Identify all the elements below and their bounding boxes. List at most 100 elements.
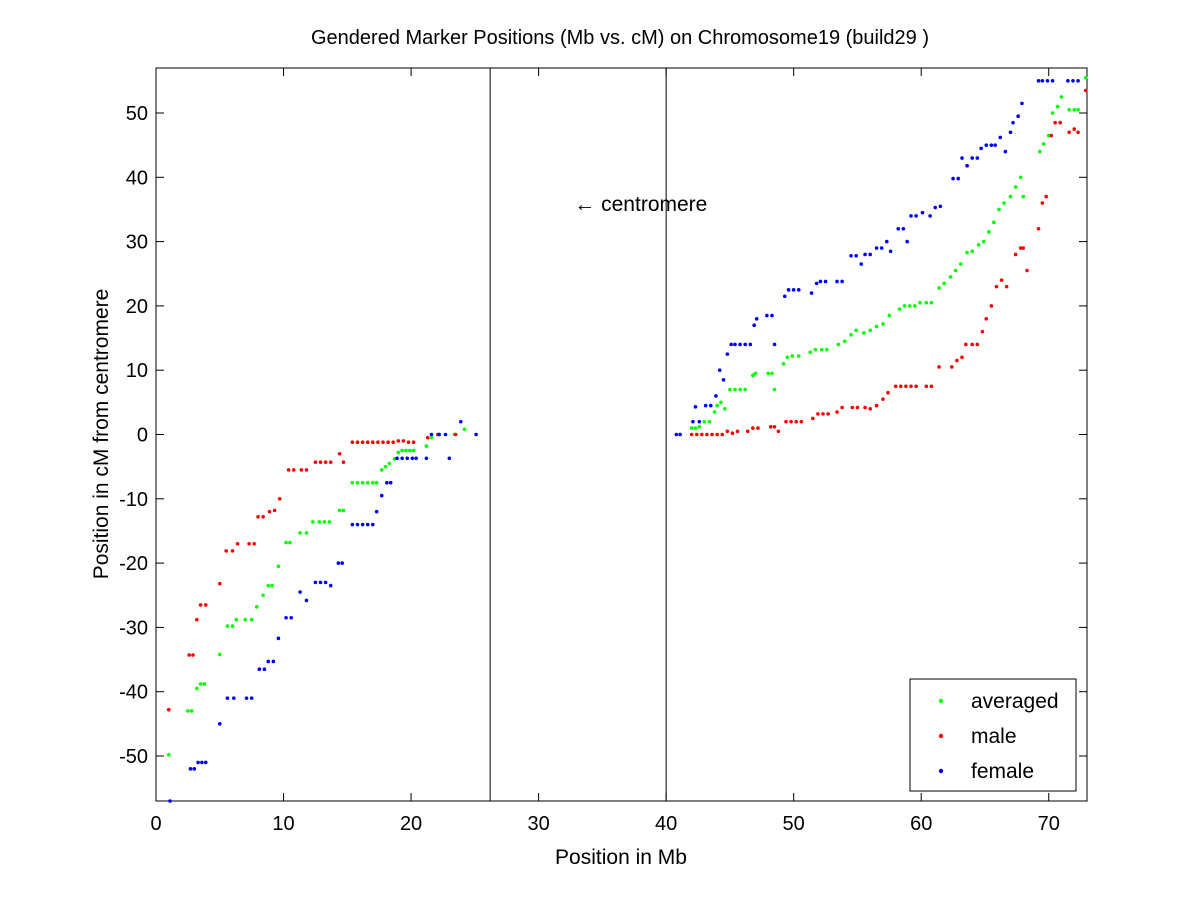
- male-point: [187, 653, 191, 657]
- male-point: [924, 384, 929, 389]
- male-point: [337, 451, 342, 456]
- male-point: [396, 439, 401, 443]
- female-point: [257, 667, 262, 671]
- female-point: [388, 480, 393, 485]
- female-point: [909, 214, 913, 218]
- female-point: [192, 767, 197, 771]
- averaged-point: [719, 400, 723, 405]
- male-point: [855, 405, 860, 410]
- male-point: [789, 419, 793, 424]
- male-point: [360, 440, 365, 445]
- male-point: [411, 440, 416, 445]
- y-tick-label: -40: [119, 682, 148, 704]
- male-point: [304, 468, 309, 472]
- male-point: [1067, 130, 1071, 135]
- averaged-point: [854, 328, 858, 333]
- averaged-point: [970, 249, 975, 254]
- female-point: [289, 615, 293, 620]
- male-point: [355, 440, 360, 445]
- averaged-point: [953, 268, 958, 273]
- female-point: [443, 432, 448, 437]
- female-point: [447, 456, 452, 461]
- female-point: [721, 378, 726, 382]
- female-point: [225, 696, 230, 700]
- male-point: [272, 508, 277, 513]
- female-point: [1040, 79, 1045, 83]
- averaged-point: [753, 371, 758, 376]
- female-point: [914, 214, 918, 218]
- averaged-point: [284, 540, 288, 545]
- averaged-point: [781, 361, 786, 366]
- male-point: [937, 365, 941, 369]
- averaged-point: [298, 531, 302, 535]
- female-point: [697, 419, 702, 424]
- female-point: [231, 696, 236, 700]
- male-point: [217, 581, 222, 586]
- female-point: [1045, 79, 1050, 83]
- x-tick-label: 40: [655, 813, 677, 835]
- averaged-point: [360, 480, 365, 485]
- female-point: [365, 522, 370, 527]
- male-point: [772, 424, 777, 429]
- female-point: [738, 342, 742, 347]
- averaged-point: [842, 339, 847, 344]
- female-point: [863, 252, 867, 257]
- male-point: [198, 603, 203, 607]
- male-point: [955, 358, 959, 363]
- x-axis-label: Position in Mb: [555, 846, 687, 869]
- female-point: [854, 253, 858, 258]
- legend-marker-male: [938, 733, 944, 739]
- centromere-boundaries: [489, 68, 667, 801]
- averaged-point: [1002, 201, 1006, 205]
- female-point: [276, 636, 281, 641]
- male-point: [874, 403, 879, 408]
- male-point: [909, 384, 913, 389]
- female-point: [284, 615, 288, 620]
- x-axis-ticks: 0 10 20 30 40 50 60 70: [150, 68, 1060, 835]
- averaged-point: [849, 333, 853, 337]
- female-point: [244, 696, 249, 700]
- female-point: [474, 432, 478, 437]
- female-point: [714, 394, 718, 398]
- male-point: [730, 431, 735, 436]
- male-point: [964, 342, 968, 347]
- male-point: [705, 432, 709, 437]
- averaged-point: [1072, 107, 1077, 112]
- legend-label-male: male: [971, 725, 1017, 748]
- female-point: [888, 249, 893, 254]
- male-point: [1013, 252, 1018, 257]
- male-point: [886, 390, 890, 395]
- averaged-point: [728, 387, 732, 392]
- averaged-point: [997, 207, 1001, 212]
- female-point: [266, 659, 271, 664]
- female-point: [970, 156, 975, 160]
- female-point: [217, 722, 222, 726]
- averaged-point: [836, 342, 841, 347]
- averaged-point: [929, 300, 934, 305]
- male-point: [826, 412, 830, 416]
- male-point: [700, 432, 704, 437]
- averaged-point: [249, 617, 254, 622]
- male-point: [914, 384, 918, 389]
- male-point: [195, 617, 199, 622]
- female-point: [772, 342, 777, 347]
- female-point: [729, 342, 733, 347]
- averaged-point: [387, 461, 392, 466]
- male-point: [401, 439, 406, 443]
- female-point: [879, 246, 884, 250]
- male-point: [989, 304, 994, 308]
- male-point: [816, 412, 820, 416]
- averaged-point: [198, 682, 203, 686]
- averaged-point: [790, 354, 795, 358]
- female-point: [424, 456, 429, 461]
- averaged-point: [365, 480, 370, 485]
- averaged-point: [379, 468, 384, 472]
- female-point: [1036, 79, 1041, 83]
- male-point: [1044, 194, 1048, 199]
- male-point: [1083, 88, 1088, 93]
- female-point: [984, 143, 989, 147]
- y-axis-ticks: -50 -40 -30 -20 -10 0 10 20 30 40 50: [119, 103, 1087, 768]
- series-averaged: [166, 75, 1088, 757]
- female-point: [1020, 101, 1024, 106]
- female-point: [814, 281, 819, 286]
